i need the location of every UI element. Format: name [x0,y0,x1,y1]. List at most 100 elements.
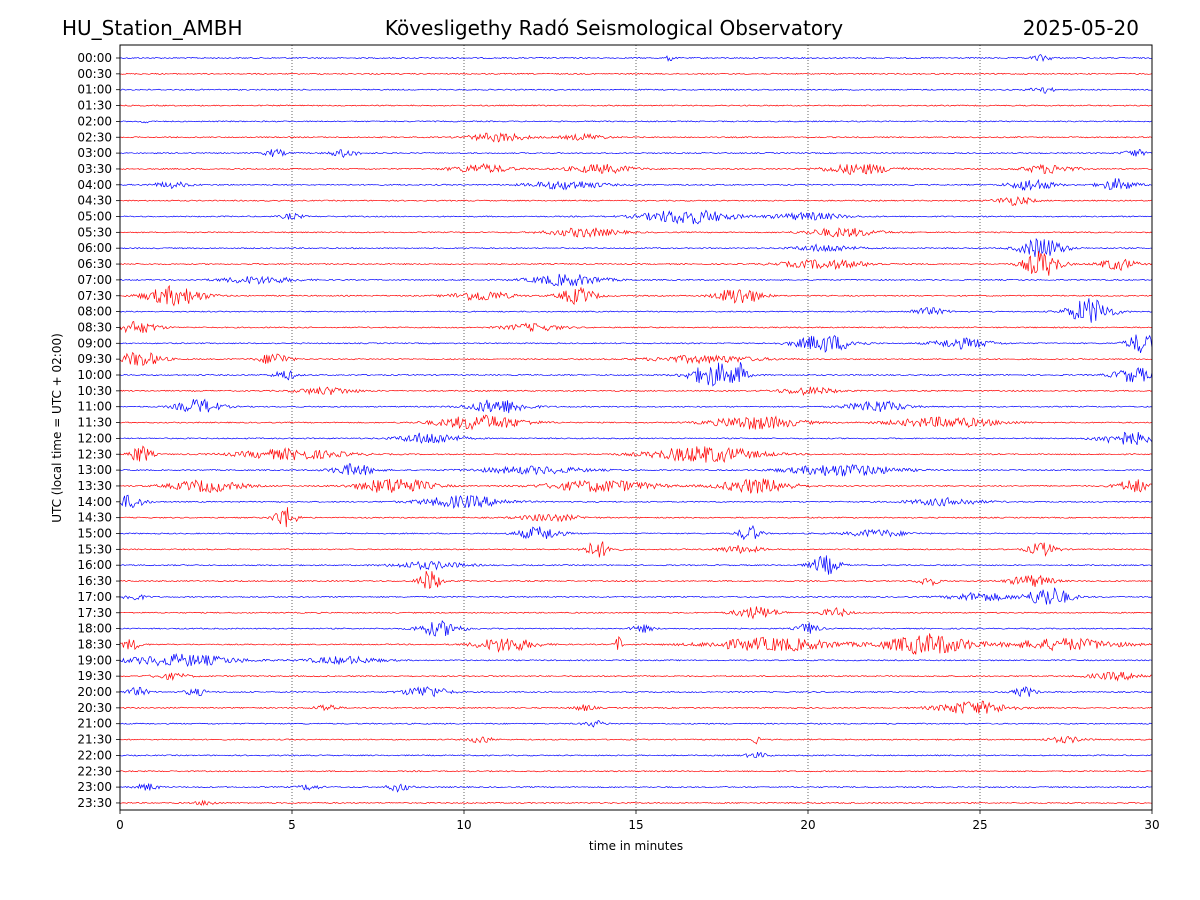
trace-1500 [119,524,1153,541]
trace-0700 [119,273,1153,287]
trace-0300 [119,148,1153,159]
trace-2230 [119,770,1153,773]
y-tick-label: 19:00 [77,653,112,667]
x-tick-label: 0 [116,818,124,832]
date-title: 2025-05-20 [1023,16,1139,40]
x-tick-label: 20 [800,818,815,832]
trace-0900 [119,334,1153,354]
x-tick-label: 30 [1144,818,1159,832]
trace-0330 [119,163,1153,175]
y-tick-label: 22:00 [77,748,112,762]
trace-0630 [119,250,1153,276]
vertical-gridlines [291,45,981,810]
y-tick-label: 09:30 [77,352,112,366]
y-tick-label: 15:00 [77,527,112,541]
trace-0500 [119,209,1153,225]
y-tick-label: 02:30 [77,130,112,144]
trace-1200 [119,431,1153,446]
y-tick-label: 18:30 [77,637,112,651]
x-axis-label: time in minutes [589,839,683,853]
trace-0930 [119,351,1153,366]
x-tick-label: 15 [628,818,643,832]
trace-0730 [119,284,1153,307]
y-tick-label: 16:00 [77,558,112,572]
y-tick-label: 03:30 [77,162,112,176]
trace-1600 [119,555,1153,575]
y-tick-label: 19:30 [77,669,112,683]
y-tick-label: 13:00 [77,463,112,477]
trace-0400 [119,178,1153,191]
trace-1100 [119,398,1153,414]
trace-1230 [119,445,1153,464]
trace-0530 [119,227,1153,238]
trace-1300 [119,463,1153,477]
trace-1900 [119,652,1153,667]
y-tick-label: 18:00 [77,622,112,636]
y-tick-label: 10:30 [77,384,112,398]
y-tick-label: 15:30 [77,542,112,556]
y-tick-label: 03:00 [77,146,112,160]
trace-1400 [119,494,1153,509]
station-title: HU_Station_AMBH [62,16,242,40]
y-tick-label: 11:00 [77,400,112,414]
y-tick-label: 16:30 [77,574,112,588]
trace-1630 [119,570,1153,589]
y-tick-label: 05:30 [77,225,112,239]
y-tick-label: 06:00 [77,241,112,255]
y-tick-label: 21:00 [77,717,112,731]
y-tick-label: 10:00 [77,368,112,382]
trace-1700 [119,587,1153,605]
trace-1730 [119,606,1153,620]
trace-0430 [119,196,1153,206]
y-tick-label: 00:30 [77,67,112,81]
trace-0830 [119,321,1153,334]
y-tick-label: 17:00 [77,590,112,604]
y-tick-label: 20:00 [77,685,112,699]
y-tick-label: 09:00 [77,336,112,350]
trace-0200 [119,120,1153,124]
y-tick-label: 07:30 [77,289,112,303]
observatory-title: Kövesligethy Radó Seismological Observat… [385,16,843,40]
y-tick-label: 23:00 [77,780,112,794]
x-tick-label: 25 [972,818,987,832]
trace-2200 [119,751,1153,759]
y-tick-label: 11:30 [77,416,112,430]
y-tick-label: 12:30 [77,447,112,461]
y-tick-label: 22:30 [77,764,112,778]
trace-1030 [119,386,1153,396]
trace-0800 [119,298,1153,323]
trace-0230 [119,132,1153,143]
y-tick-label: 06:30 [77,257,112,271]
y-tick-label: 04:30 [77,194,112,208]
trace-1800 [119,619,1153,637]
y-tick-label: 20:30 [77,701,112,715]
y-tick-label: 02:00 [77,114,112,128]
trace-2100 [119,719,1153,728]
x-tick-label: 5 [288,818,296,832]
y-tick-label: 17:30 [77,606,112,620]
y-tick-label: 23:30 [77,796,112,810]
trace-2130 [119,735,1153,745]
y-tick-label: 14:00 [77,495,112,509]
y-tick-label: 12:00 [77,431,112,445]
y-tick-label: 21:30 [77,733,112,747]
y-tick-label: 01:00 [77,83,112,97]
y-tick-label: 04:00 [77,178,112,192]
y-tick-label: 05:00 [77,210,112,224]
plot-frame [119,44,1153,811]
trace-1330 [119,478,1153,494]
trace-0130 [119,104,1153,107]
trace-1930 [119,671,1153,682]
trace-0100 [119,86,1153,94]
y-tick-label: 08:00 [77,305,112,319]
trace-2300 [119,783,1153,793]
trace-2000 [119,686,1153,698]
trace-1430 [119,507,1153,528]
y-tick-label: 01:30 [77,99,112,113]
x-tick-label: 10 [456,818,471,832]
y-tick-label: 07:00 [77,273,112,287]
y-tick-label: 00:00 [77,51,112,65]
